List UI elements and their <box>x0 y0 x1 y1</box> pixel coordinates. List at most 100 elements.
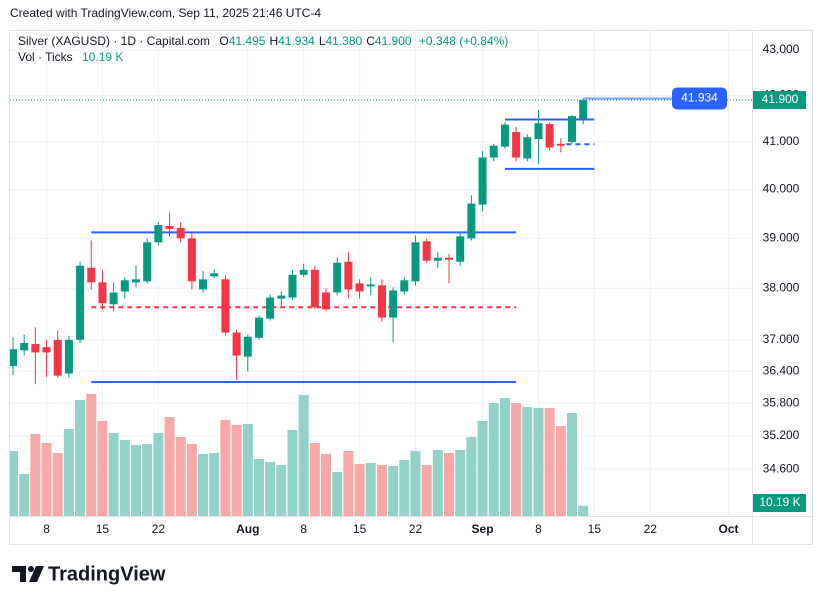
candle-body <box>232 332 241 356</box>
candle-body <box>154 225 163 243</box>
volume-bar <box>253 459 264 516</box>
symbol-title: Silver (XAGUSD) · 1D · Capital.com <box>18 34 210 48</box>
candle-body <box>42 347 51 353</box>
created-note: Created with TradingView.com, Sep 11, 20… <box>10 6 321 20</box>
volume-bar <box>488 403 499 516</box>
candle-body <box>299 269 308 275</box>
ohlc-values: O41.495 H41.934 L41.380 C41.900 <box>219 34 412 48</box>
candle-body <box>120 280 129 292</box>
x-tick-label: Aug <box>236 522 259 536</box>
volume-bar <box>130 445 141 516</box>
volume-bar <box>499 398 510 516</box>
candle-body <box>288 274 297 298</box>
volume-bar <box>298 395 309 516</box>
volume-bar <box>567 413 577 516</box>
candle-body <box>53 339 62 376</box>
volume-bar <box>10 451 18 516</box>
candle-body <box>500 124 509 147</box>
volume-bar <box>388 466 399 516</box>
candle-body <box>467 203 476 239</box>
logo <box>12 566 44 582</box>
volume-bar <box>97 421 108 516</box>
volume-bar <box>52 453 63 516</box>
ohlc-key: C <box>366 34 375 48</box>
high-label: 41.934 <box>681 91 718 105</box>
volume-bar <box>276 465 287 516</box>
ohlc-key: H <box>269 34 278 48</box>
candle-body <box>344 261 353 290</box>
y-tick-label: 36.400 <box>763 364 800 378</box>
candle-body <box>389 290 398 318</box>
y-tick-label: 34.600 <box>763 461 800 475</box>
y-tick-label: 35.200 <box>763 428 800 442</box>
close-label: 41.900 <box>762 92 799 106</box>
volume-bar <box>75 400 86 516</box>
x-tick-label: 8 <box>300 522 307 536</box>
logo-dot <box>28 566 34 572</box>
candle-body <box>254 317 263 338</box>
candle-body <box>489 145 498 158</box>
close-badge <box>753 91 806 110</box>
candle-body <box>433 257 442 261</box>
volume-badge <box>753 494 806 512</box>
volume-bar <box>108 433 119 516</box>
x-tick-label: 15 <box>588 522 602 536</box>
legend-line: Silver (XAGUSD) · 1D · Capital.com O41.4… <box>18 34 508 48</box>
x-tick-label: Oct <box>719 522 739 536</box>
volume-bar <box>231 425 242 516</box>
x-tick-label: 15 <box>96 522 110 536</box>
ohlc-value: 41.380 <box>326 34 363 48</box>
candle-body <box>366 284 375 287</box>
candle-body <box>20 342 29 351</box>
candle-body <box>31 344 40 353</box>
volume-bar <box>175 437 186 516</box>
volume-bar <box>153 433 164 516</box>
candle-body <box>143 242 152 282</box>
candle-body <box>545 124 554 148</box>
volume-bar <box>432 450 443 516</box>
volume-bar <box>242 424 253 516</box>
candle-body <box>478 157 487 205</box>
ohlc-key: O <box>219 34 228 48</box>
ohlc-value: 41.495 <box>229 34 266 48</box>
candle-body <box>109 292 118 305</box>
candle-body <box>243 336 252 357</box>
volume-bar <box>19 474 30 516</box>
candle-body <box>210 273 219 277</box>
candle-body <box>512 132 521 158</box>
candle-body <box>10 349 17 367</box>
volume-bar <box>511 403 522 516</box>
ohlc-value: 41.934 <box>278 34 315 48</box>
y-tick-label: 35.800 <box>763 396 800 410</box>
candle-body <box>355 283 364 292</box>
axes: 43.00042.00041.00040.00039.00038.00037.0… <box>43 42 799 536</box>
y-tick-label: 41.000 <box>763 134 800 148</box>
ohlc-key: L <box>319 34 326 48</box>
candle-body <box>98 282 107 304</box>
volume-bar <box>410 451 421 516</box>
y-tick-label: 40.000 <box>763 182 800 196</box>
volume-bar <box>186 444 197 516</box>
volume-bar <box>63 429 74 516</box>
volume-bar <box>321 454 332 516</box>
candle-body <box>523 137 532 159</box>
candle-body <box>131 279 140 283</box>
volume-bar <box>198 454 209 516</box>
candle-body <box>333 262 342 293</box>
volume-bar <box>41 443 52 516</box>
plot-area <box>10 97 752 516</box>
candle-body <box>579 100 588 119</box>
candle-body <box>377 285 386 318</box>
volume-bar <box>309 443 320 516</box>
candle-body <box>445 257 454 260</box>
volume-bar <box>522 407 533 516</box>
volume-bar <box>578 505 589 516</box>
y-tick-label: 43.000 <box>763 42 800 56</box>
x-tick-label: 15 <box>353 522 367 536</box>
x-tick-label: 22 <box>644 522 658 536</box>
x-tick-label: 8 <box>43 522 50 536</box>
candle-body <box>310 269 319 308</box>
volume-bar <box>376 465 387 516</box>
ohlc-value: 41.900 <box>375 34 412 48</box>
